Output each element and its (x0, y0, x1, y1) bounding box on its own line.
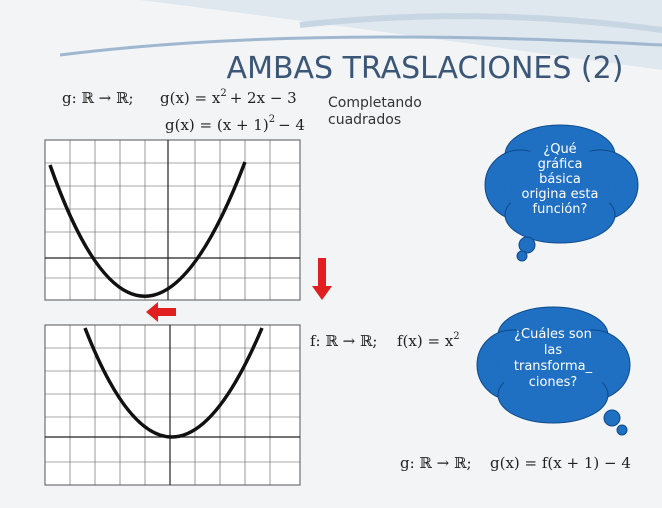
bubble-text: función? (533, 202, 588, 217)
formula: g(x) = (x + 1)2− 4 (165, 114, 305, 134)
formula-part: f(x) = x (397, 332, 454, 350)
bubble-text: transforma_ (514, 359, 593, 374)
formula-domain: g: ℝ → ℝ; (62, 89, 134, 107)
formula-exp: 2 (269, 114, 275, 125)
arrow-down (312, 258, 332, 300)
thought-bubble (476, 306, 631, 436)
bubble-text: gráfica (538, 157, 583, 172)
formula-exp: 2 (220, 88, 226, 99)
formula-domain: g: ℝ → ℝ; (400, 454, 472, 472)
parabola (83, 327, 264, 439)
graph (44, 139, 301, 301)
formula: f(x) = x2 (397, 331, 460, 350)
formula: g(x) = f(x + 1) − 4 (490, 454, 631, 472)
bubble-text: ¿Qué (543, 142, 576, 157)
title: AMBAS TRASLACIONES (2) (227, 51, 624, 86)
bubble-text: ciones? (529, 375, 578, 390)
bubble-text: las (544, 343, 563, 358)
bubble-text: ¿Cuáles son (514, 327, 592, 342)
thought-bubble (484, 124, 639, 262)
swoosh-line (299, 13, 662, 33)
graph-frame (44, 324, 301, 486)
formula-domain: f: ℝ → ℝ; (310, 332, 377, 350)
parabola (48, 161, 247, 298)
bubble-text: básica (539, 172, 581, 187)
graph-frame (44, 139, 301, 301)
arrow-left (146, 302, 176, 322)
formula-part: g(x) = (x + 1) (165, 116, 269, 134)
graph (44, 324, 301, 486)
formula-exp: 2 (453, 331, 459, 342)
swoosh-line (59, 35, 662, 57)
bubble-text: origina esta (522, 187, 599, 202)
note: Completando (328, 95, 422, 111)
formula: g(x) = x2 + 2x − 3 (160, 88, 297, 107)
formula-part: g(x) = x (160, 89, 221, 107)
note: cuadrados (328, 112, 401, 128)
formula-part: + 2x − 3 (230, 89, 297, 107)
formula-part: − 4 (278, 116, 305, 134)
